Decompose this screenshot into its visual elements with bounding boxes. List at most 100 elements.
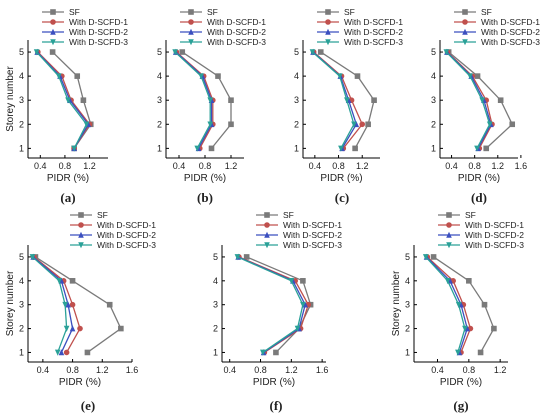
y-tick-label: 1 bbox=[431, 143, 436, 153]
data-point bbox=[354, 73, 361, 79]
data-point bbox=[344, 97, 350, 104]
data-point bbox=[474, 145, 480, 152]
data-point bbox=[58, 349, 65, 356]
series-2 bbox=[310, 49, 366, 152]
y-tick-label: 4 bbox=[213, 276, 218, 286]
y-tick-label: 1 bbox=[157, 143, 162, 153]
data-point bbox=[483, 145, 490, 152]
data-point bbox=[172, 49, 178, 56]
data-point bbox=[294, 325, 301, 332]
data-point bbox=[194, 145, 200, 152]
legend-marker bbox=[462, 39, 468, 46]
legend-marker bbox=[264, 222, 270, 228]
series-line bbox=[313, 51, 363, 149]
legend-entry: SF bbox=[97, 210, 108, 220]
data-point bbox=[69, 301, 76, 308]
x-tick-label: 0.4 bbox=[34, 161, 47, 171]
x-axis-label: PIDR (%) bbox=[253, 377, 295, 388]
x-tick-label: 1.6 bbox=[126, 365, 139, 375]
data-point bbox=[353, 120, 360, 128]
data-point bbox=[179, 49, 186, 55]
data-point bbox=[455, 301, 462, 308]
series-line bbox=[237, 256, 306, 353]
y-tick-label: 3 bbox=[294, 95, 299, 105]
data-point bbox=[430, 254, 437, 260]
legend-entry: With D-SCFD-1 bbox=[97, 220, 156, 230]
legend-marker bbox=[188, 39, 194, 46]
legend-marker bbox=[264, 231, 270, 238]
x-tick-label: 0.4 bbox=[173, 161, 186, 171]
legend-entry: With D-SCFD-1 bbox=[283, 220, 342, 230]
series-4 bbox=[422, 254, 468, 356]
series-4 bbox=[234, 254, 306, 356]
y-axis-label: Storey number bbox=[5, 66, 16, 132]
legend-marker bbox=[188, 19, 194, 25]
x-tick-label: 1.2 bbox=[83, 161, 96, 171]
y-tick-label: 4 bbox=[19, 71, 24, 81]
y-tick-label: 5 bbox=[19, 47, 24, 57]
legend-marker bbox=[325, 28, 331, 35]
y-tick-label: 4 bbox=[431, 71, 436, 81]
y-tick-label: 1 bbox=[213, 347, 218, 357]
y-tick-label: 2 bbox=[19, 324, 24, 334]
legend-entry: With D-SCFD-2 bbox=[344, 27, 403, 37]
data-point bbox=[208, 145, 215, 152]
series-4 bbox=[29, 254, 70, 356]
data-point bbox=[365, 121, 371, 128]
y-tick-label: 2 bbox=[405, 324, 410, 334]
series-line bbox=[237, 256, 304, 353]
y-tick-label: 3 bbox=[431, 95, 436, 105]
data-point bbox=[486, 121, 493, 128]
legend-entry: With D-SCFD-1 bbox=[207, 17, 266, 27]
data-point bbox=[443, 49, 450, 56]
series-4 bbox=[443, 49, 493, 152]
x-tick-label: 0.8 bbox=[254, 365, 267, 375]
data-point bbox=[198, 73, 204, 80]
data-point bbox=[106, 301, 113, 308]
legend-entry: With D-SCFD-2 bbox=[69, 27, 128, 37]
data-point bbox=[228, 121, 234, 128]
data-point bbox=[509, 121, 516, 128]
panel-caption: (d) bbox=[471, 190, 487, 205]
legend-marker bbox=[446, 222, 452, 228]
y-tick-label: 2 bbox=[213, 324, 218, 334]
legend-marker bbox=[50, 19, 56, 25]
legend-marker bbox=[462, 28, 468, 35]
y-tick-label: 2 bbox=[294, 119, 299, 129]
legend-marker bbox=[78, 231, 84, 238]
x-axis-label: PIDR (%) bbox=[184, 173, 226, 184]
y-tick-label: 4 bbox=[405, 276, 410, 286]
panel-caption: (g) bbox=[453, 398, 468, 413]
y-tick-label: 4 bbox=[157, 71, 162, 81]
y-tick-label: 5 bbox=[157, 47, 162, 57]
data-point bbox=[467, 73, 473, 80]
series-2 bbox=[31, 254, 83, 356]
legend-entry: SF bbox=[207, 7, 218, 17]
y-tick-label: 3 bbox=[157, 95, 162, 105]
data-point bbox=[474, 73, 481, 79]
data-point bbox=[69, 278, 76, 284]
x-axis-label: PIDR (%) bbox=[440, 377, 482, 388]
data-point bbox=[63, 349, 70, 356]
y-tick-label: 1 bbox=[19, 143, 24, 153]
x-tick-label: 0.8 bbox=[66, 365, 79, 375]
y-tick-label: 1 bbox=[405, 347, 410, 357]
data-point bbox=[74, 73, 81, 79]
x-tick-label: 0.4 bbox=[431, 365, 444, 375]
y-tick-label: 4 bbox=[19, 276, 24, 286]
y-tick-label: 1 bbox=[294, 143, 299, 153]
x-tick-label: 0.8 bbox=[199, 161, 212, 171]
data-point bbox=[300, 278, 306, 284]
series-3 bbox=[172, 48, 215, 152]
legend-marker bbox=[462, 19, 468, 25]
legend-entry: SF bbox=[69, 7, 80, 17]
legend-entry: With D-SCFD-2 bbox=[207, 27, 266, 37]
x-tick-label: 0.8 bbox=[332, 161, 345, 171]
legend-marker bbox=[446, 242, 452, 249]
legend-entry: With D-SCFD-3 bbox=[97, 240, 156, 250]
